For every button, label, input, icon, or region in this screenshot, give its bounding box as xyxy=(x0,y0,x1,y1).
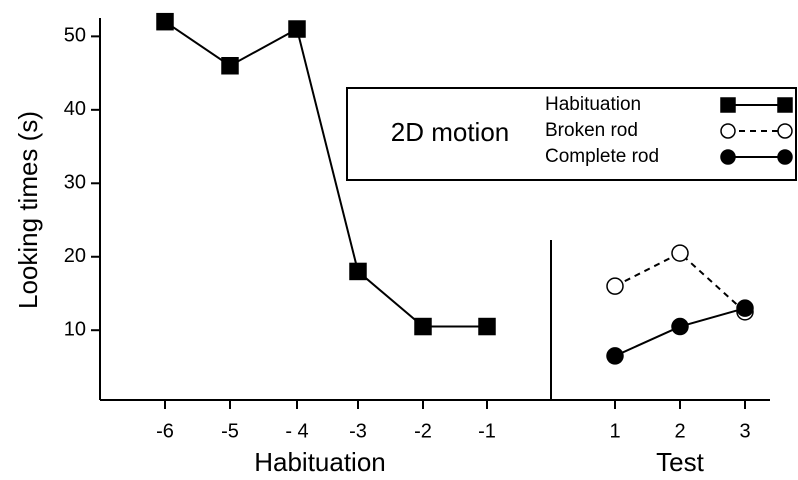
x-group-label: Habituation xyxy=(254,447,386,477)
marker xyxy=(777,97,793,113)
marker xyxy=(777,123,793,139)
marker xyxy=(720,149,736,165)
marker xyxy=(720,97,736,113)
marker xyxy=(288,20,306,38)
marker xyxy=(478,317,496,336)
y-tick-label: 40 xyxy=(64,98,86,120)
y-tick-label: 20 xyxy=(64,245,86,267)
y-tick-label: 50 xyxy=(64,25,86,47)
legend-label: Broken rod xyxy=(545,120,638,141)
x-tick-label: -6 xyxy=(156,420,174,442)
x-tick-label: -2 xyxy=(414,420,432,442)
x-tick-label: 3 xyxy=(739,420,750,442)
marker xyxy=(671,317,689,336)
legend-label: Complete rod xyxy=(545,146,659,167)
x-tick-label: - 4 xyxy=(285,420,308,442)
marker xyxy=(156,12,174,31)
marker xyxy=(606,277,624,295)
marker xyxy=(349,262,367,281)
marker xyxy=(777,149,793,165)
marker xyxy=(720,123,736,139)
marker xyxy=(671,244,689,262)
x-tick-label: 2 xyxy=(674,420,685,442)
marker xyxy=(221,57,239,75)
y-tick-label: 10 xyxy=(64,318,86,340)
x-group-label: Test xyxy=(656,447,704,477)
series-line xyxy=(164,20,487,328)
marker xyxy=(736,299,754,317)
marker xyxy=(606,347,624,365)
y-tick-label: 30 xyxy=(64,172,86,194)
x-tick-label: -1 xyxy=(478,420,496,442)
legend-label: Habituation xyxy=(545,94,641,115)
x-tick-label: 1 xyxy=(609,420,620,442)
y-axis-label: Looking times (s) xyxy=(13,111,43,309)
legend-title: 2D motion xyxy=(391,117,510,147)
series-line xyxy=(614,251,746,313)
x-tick-label: -3 xyxy=(349,420,367,442)
x-tick-label: -5 xyxy=(221,420,239,442)
marker xyxy=(414,317,432,336)
